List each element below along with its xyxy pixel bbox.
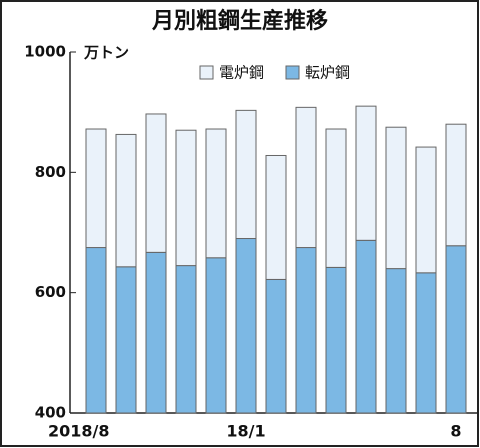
bar-segment [445, 123, 467, 247]
legend-label: 転炉鋼 [305, 64, 350, 82]
bar-segment [415, 272, 437, 414]
bar-segment [355, 239, 377, 414]
bar-segment [355, 105, 377, 241]
bar-segment [85, 128, 107, 249]
bar-segment [265, 154, 287, 280]
bar-segment [175, 265, 197, 414]
bar-segment [385, 126, 407, 270]
bar-segment [145, 251, 167, 414]
bar-segment [265, 278, 287, 414]
legend-swatch [199, 65, 214, 80]
x-tick-label: 18/1 [226, 422, 265, 441]
y-unit: 万トン [83, 44, 129, 62]
bar-segment [325, 266, 347, 414]
bar-segment [115, 266, 137, 414]
chart-title: 月別粗鋼生産推移 [151, 8, 328, 34]
x-tick-label: 2018/8 [48, 422, 110, 441]
bar-segment [385, 268, 407, 414]
y-tick-label: 400 [35, 404, 66, 422]
bar-segment [295, 106, 317, 249]
bar-segment [325, 128, 347, 268]
legend-swatch [285, 65, 300, 80]
bar-segment [235, 109, 257, 240]
bar-segment [85, 247, 107, 414]
bar-segment [415, 146, 437, 274]
bar-segment [205, 128, 227, 259]
x-tick-label: 8 [450, 422, 461, 441]
y-tick-label: 600 [35, 283, 66, 301]
legend-label: 電炉鋼 [219, 64, 264, 82]
bar-segment [295, 247, 317, 414]
y-tick-label: 1000 [24, 43, 66, 61]
bar-segment [145, 113, 167, 253]
bar-segment [175, 129, 197, 267]
bar-segment [205, 257, 227, 414]
bar-segment [235, 238, 257, 414]
bar-segment [115, 133, 137, 268]
y-tick-label: 800 [35, 163, 66, 181]
bar-segment [445, 245, 467, 414]
